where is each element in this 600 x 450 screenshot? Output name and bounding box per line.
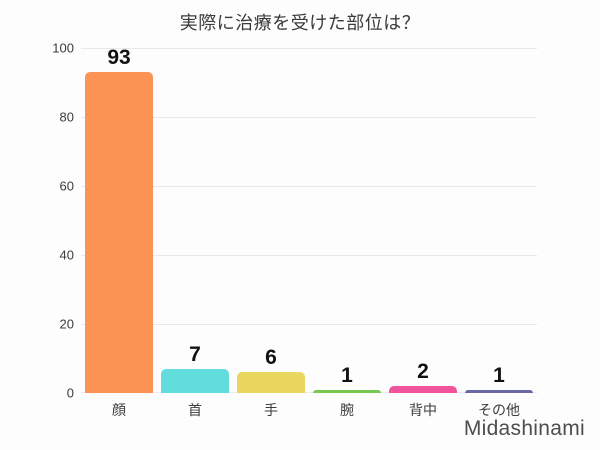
gridline <box>81 117 537 118</box>
chart-bar <box>161 368 229 393</box>
chart-bar <box>465 389 533 393</box>
bar-value-label: 2 <box>417 360 429 384</box>
bar-value-label: 6 <box>265 346 277 370</box>
watermark: Midashinami <box>463 417 585 440</box>
chart-bar <box>85 72 153 393</box>
bar-value-label: 1 <box>493 363 505 387</box>
y-axis-tick-label: 0 <box>66 385 74 401</box>
bar-value-label: 7 <box>189 342 201 366</box>
x-axis-label: 手 <box>264 402 278 418</box>
x-axis-baseline <box>81 392 537 393</box>
y-axis-tick-label: 80 <box>59 109 74 125</box>
y-axis-tick-label: 100 <box>52 40 74 56</box>
x-axis-label: 顔 <box>112 402 126 418</box>
chart-bar <box>237 372 305 393</box>
y-axis: 0 20 40 60 80 100 <box>0 41 74 401</box>
y-axis-tick-label: 40 <box>59 247 74 263</box>
gridline <box>81 324 537 325</box>
plot-area: 93 7 6 1 2 1 <box>81 46 537 393</box>
y-axis-tick-label: 60 <box>59 178 74 194</box>
x-axis-label: その他 <box>478 402 520 418</box>
chart-bar <box>313 389 381 393</box>
chart-bar <box>389 386 457 393</box>
gridline <box>81 48 537 49</box>
x-axis-label: 首 <box>188 402 202 418</box>
bar-value-label: 93 <box>107 46 131 70</box>
x-axis: 顔 首 手 腕 背中 その他 <box>81 400 537 420</box>
y-axis-tick-label: 20 <box>59 316 74 332</box>
gridline <box>81 186 537 187</box>
bar-value-label: 1 <box>341 363 353 387</box>
chart-title: 実際に治療を受けた部位は？ <box>179 13 421 33</box>
x-axis-label: 腕 <box>340 402 354 418</box>
x-axis-label: 背中 <box>409 402 437 418</box>
gridline <box>81 255 537 256</box>
